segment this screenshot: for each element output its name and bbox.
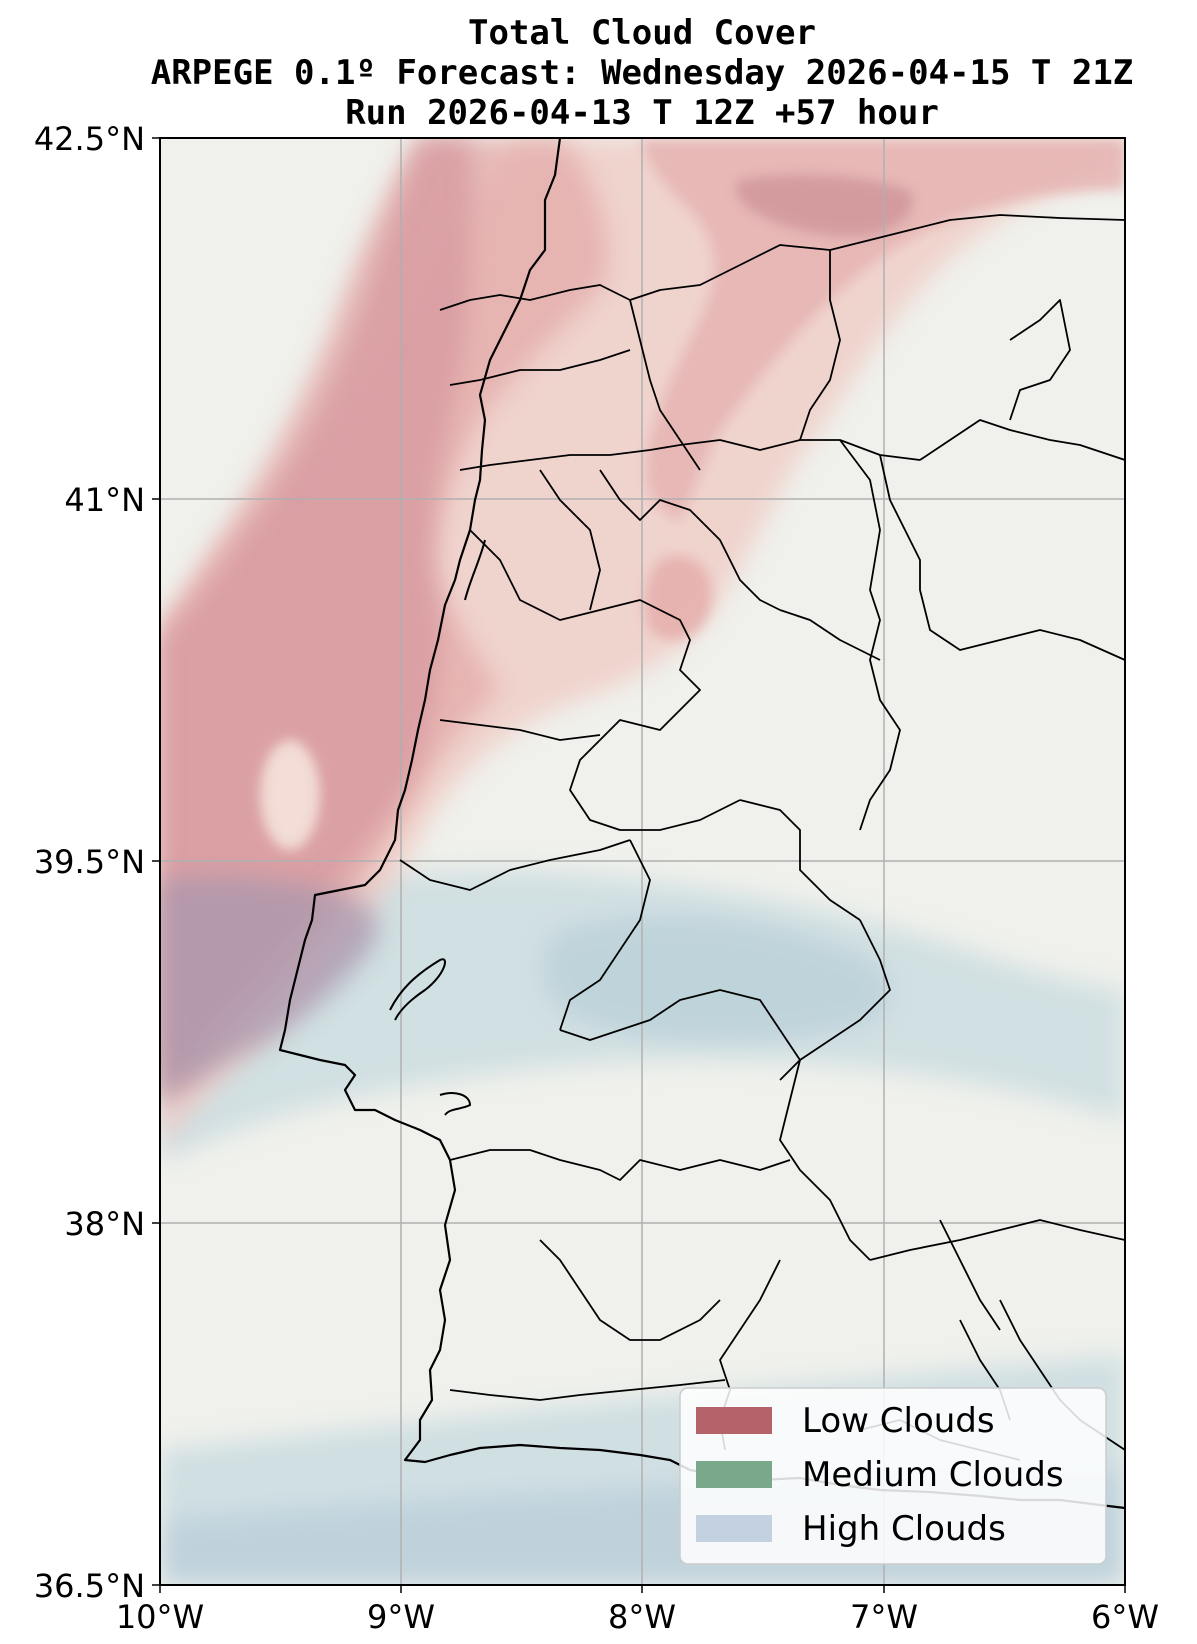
x-tick-label: 9°W — [367, 1598, 435, 1636]
tejo-estuary — [389, 958, 446, 1021]
y-tick-label: 41°N — [64, 481, 145, 519]
legend-swatch-low-clouds — [696, 1407, 772, 1434]
legend: Low Clouds Medium Clouds High Clouds — [679, 1387, 1107, 1565]
legend-label-high-clouds: High Clouds — [802, 1509, 1006, 1549]
y-axis: 42.5°N 41°N 39.5°N 38°N 36.5°N — [34, 120, 160, 1605]
gridlines — [160, 138, 1125, 1585]
y-tick-label: 38°N — [64, 1205, 145, 1243]
legend-label-low-clouds: Low Clouds — [802, 1401, 995, 1441]
map-title-line-3: Run 2026-04-13 T 12Z +57 hour — [345, 93, 939, 133]
map-title-line-2: ARPEGE 0.1º Forecast: Wednesday 2026-04-… — [151, 53, 1134, 93]
x-tick-label: 6°W — [1091, 1598, 1159, 1636]
map-title-line-1: Total Cloud Cover — [468, 13, 816, 53]
y-tick-label: 36.5°N — [34, 1567, 145, 1605]
x-tick-label: 10°W — [116, 1598, 204, 1636]
legend-swatch-medium-clouds — [696, 1461, 772, 1488]
sado-estuary — [439, 1092, 472, 1116]
y-tick-label: 39.5°N — [34, 843, 145, 881]
x-tick-label: 7°W — [850, 1598, 918, 1636]
legend-swatch-high-clouds — [696, 1515, 772, 1542]
x-axis: 10°W 9°W 8°W 7°W 6°W — [116, 1585, 1159, 1636]
aveiro-lagoon — [464, 539, 486, 601]
district-borders — [399, 214, 1125, 1461]
legend-label-medium-clouds: Medium Clouds — [802, 1455, 1064, 1495]
map-plot-area — [160, 138, 1125, 1585]
x-tick-label: 8°W — [608, 1598, 676, 1636]
y-tick-label: 42.5°N — [34, 120, 145, 158]
coastline — [278, 138, 1125, 1510]
legend-box — [679, 1387, 1107, 1565]
